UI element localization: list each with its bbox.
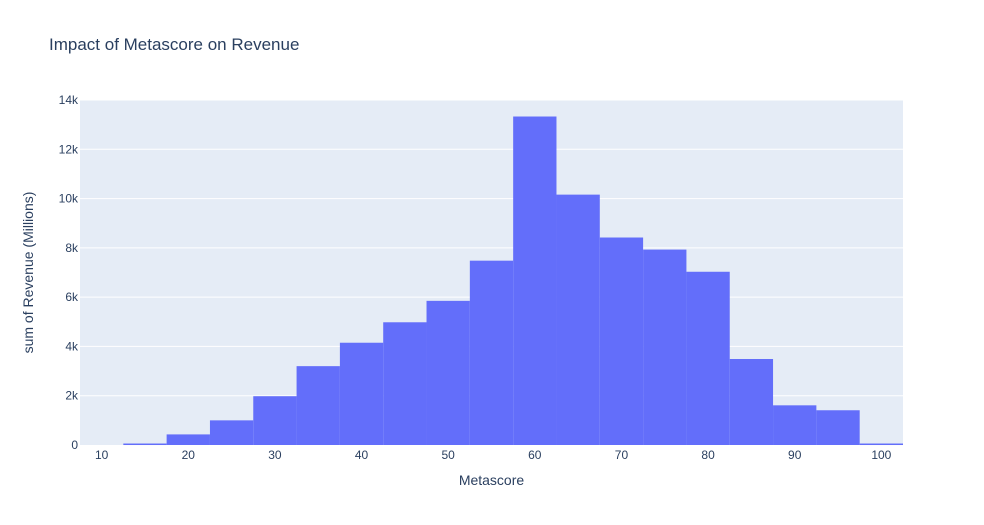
y-tick-label: 10k (59, 192, 79, 206)
x-tick-label: 100 (871, 448, 891, 462)
x-tick-label: 70 (615, 448, 629, 462)
histogram-bar (383, 322, 427, 445)
y-tick-label: 14k (59, 93, 79, 107)
histogram-bar (643, 249, 687, 445)
histogram-bar (729, 358, 774, 445)
y-tick-label: 0 (71, 438, 78, 452)
y-tick-label: 2k (65, 389, 79, 403)
x-tick-label: 60 (528, 448, 542, 462)
histogram-bar (426, 300, 470, 445)
x-axis-ticks: 10 20 30 40 50 60 70 80 90 100 (95, 448, 892, 462)
y-axis-title: sum of Revenue (Millions) (20, 192, 36, 354)
y-tick-label: 4k (65, 339, 79, 353)
x-tick-label: 30 (268, 448, 282, 462)
histogram-bar (339, 342, 384, 445)
x-axis-title: Metascore (459, 472, 525, 488)
histogram-bar (166, 434, 210, 445)
x-tick-label: 40 (355, 448, 369, 462)
y-axis-ticks: 0 2k 4k 6k 8k 10k 12k 14k (59, 93, 79, 452)
y-tick-label: 8k (65, 241, 79, 255)
x-tick-label: 50 (442, 448, 456, 462)
histogram-bar (556, 194, 600, 445)
chart-title: Impact of Metascore on Revenue (49, 35, 299, 54)
histogram-bar (816, 410, 860, 445)
histogram-bar (469, 260, 514, 445)
y-tick-label: 6k (65, 290, 79, 304)
x-tick-label: 10 (95, 448, 109, 462)
y-tick-label: 12k (59, 142, 79, 156)
bars (123, 116, 903, 446)
histogram-bar (773, 405, 817, 445)
histogram-bar (599, 237, 644, 445)
x-tick-label: 80 (701, 448, 715, 462)
histogram-bar (296, 366, 340, 445)
histogram-bar (253, 396, 297, 445)
histogram-bar (513, 116, 557, 445)
x-tick-label: 90 (788, 448, 802, 462)
histogram-bar (209, 420, 254, 445)
histogram-bar (859, 443, 903, 446)
x-tick-label: 20 (182, 448, 196, 462)
histogram-bar (686, 271, 730, 445)
histogram-bar (123, 443, 167, 446)
